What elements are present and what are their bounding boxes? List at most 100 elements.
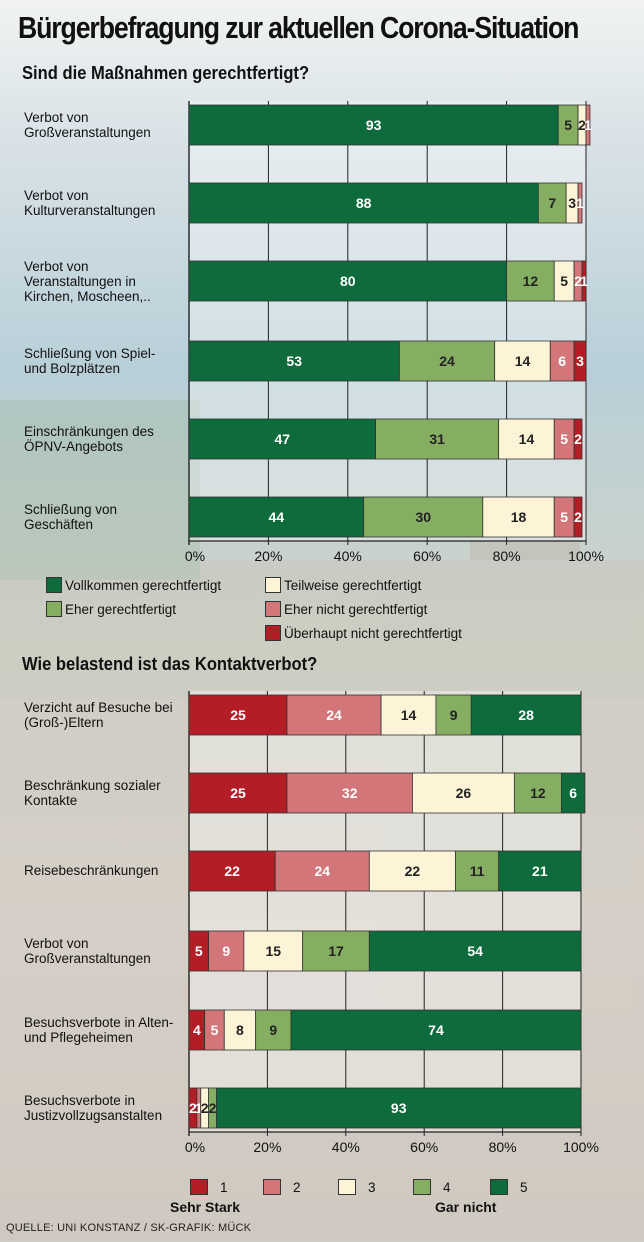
legend-item: Teilweise gerechtfertigt [265, 577, 421, 593]
category-label: Besuchsverbote in Alten- und Pflegeheime… [24, 1015, 174, 1045]
legend-label: 3 [368, 1180, 376, 1195]
category-label: Verbot von Großveranstaltungen [24, 110, 151, 140]
data-label: 12 [523, 273, 539, 289]
category-label: Verbot von Kulturveranstaltungen [24, 188, 156, 218]
data-label: 1 [576, 195, 584, 211]
bar-segment [513, 772, 562, 814]
data-label: 14 [515, 353, 531, 369]
data-label: 53 [286, 353, 302, 369]
legend-item: Vollkommen gerechtfertigt [46, 577, 221, 593]
chart-1-title: Sind die Maßnahmen gerechtfertigt? [22, 63, 310, 83]
data-label: 2 [574, 273, 582, 289]
data-label: 11 [470, 863, 485, 879]
bar-segment [216, 1087, 582, 1129]
data-label: 93 [366, 117, 382, 133]
bar-segment [494, 340, 551, 382]
bar-segment [498, 850, 582, 892]
legend-label: Eher nicht gerechtfertigt [284, 602, 428, 617]
bar-segment [368, 930, 582, 972]
data-label: 74 [428, 1022, 444, 1038]
legend-label: Eher gerechtfertigt [65, 602, 177, 617]
data-label: 25 [230, 785, 246, 801]
legend-swatch [490, 1179, 508, 1195]
data-label: 24 [314, 863, 330, 879]
legend-swatch [263, 1179, 281, 1195]
data-label: 17 [328, 943, 344, 959]
category-label: Reisebeschränkungen [24, 863, 159, 878]
x-tick-label: 100% [568, 548, 604, 564]
bar-segment [188, 496, 365, 538]
chart-2-title: Wie belastend ist das Kontaktverbot? [22, 654, 318, 674]
data-label: 2 [574, 509, 582, 525]
data-label: 22 [405, 863, 421, 879]
legend-swatch [413, 1179, 431, 1195]
data-label: 44 [269, 509, 285, 525]
bar-segment [188, 182, 539, 224]
data-label: 5 [560, 509, 568, 525]
category-label: Verbot von Großveranstaltungen [24, 936, 151, 966]
data-label: 31 [429, 431, 445, 447]
data-label: 4 [193, 1022, 201, 1038]
data-label: 32 [342, 785, 358, 801]
data-label: 7 [548, 195, 556, 211]
legend-swatch [265, 625, 281, 641]
bar-segment [188, 772, 288, 814]
legend-swatch [265, 601, 281, 617]
bar-segment [188, 260, 508, 302]
legend-item: Überhaupt nicht gerechtfertigt [265, 625, 462, 641]
data-label: 26 [456, 785, 472, 801]
bar-segment [243, 930, 304, 972]
data-label: 2 [201, 1100, 209, 1116]
bar-segment [470, 694, 582, 736]
data-label: 88 [356, 195, 372, 211]
x-tick-label: 20% [253, 1139, 281, 1155]
bar-segment [363, 496, 484, 538]
x-tick-label: 80% [493, 548, 521, 564]
category-label: Beschränkung sozialer Kontakte [24, 778, 161, 808]
data-label: 24 [439, 353, 455, 369]
bar-segment [286, 694, 382, 736]
legend-swatch [265, 577, 281, 593]
legend-label: Vollkommen gerechtfertigt [65, 578, 222, 593]
category-label: Schließung von Geschäften [24, 502, 118, 532]
legend-swatch [338, 1179, 356, 1195]
data-label: 28 [518, 707, 534, 723]
chart-massnahmen: 0% 20% 40% 60% 80% 100% 93 5 2 1 88 7 3 1 80 12 5 2 1 53 24 1… [24, 101, 604, 641]
data-label: 24 [326, 707, 342, 723]
category-label: Verzicht auf Besuche bei (Groß-)Eltern [24, 700, 173, 730]
bar-segment [585, 104, 591, 146]
x-tick-label: 80% [489, 1139, 517, 1155]
bar-segment [274, 850, 370, 892]
data-label: 9 [222, 943, 230, 959]
legend-item: 2 [263, 1179, 301, 1195]
bar-segment [302, 930, 370, 972]
plot-area [189, 691, 581, 1132]
bar-segment [223, 1009, 257, 1051]
data-label: 14 [401, 707, 417, 723]
x-tick-label: 40% [332, 1139, 360, 1155]
plot-area [189, 101, 586, 541]
bar-segment [188, 418, 376, 460]
data-label: 14 [519, 431, 535, 447]
data-label: 54 [467, 943, 483, 959]
bar-segment [561, 772, 586, 814]
legend-label: 4 [443, 1180, 451, 1195]
data-label: 47 [275, 431, 291, 447]
legend-item: Eher gerechtfertigt [46, 601, 176, 617]
x-tick-label: 60% [413, 548, 441, 564]
bar-segment [573, 418, 583, 460]
bar-segment [375, 418, 500, 460]
legend-label: 5 [520, 1180, 528, 1195]
bar-segment [255, 1009, 292, 1051]
bar-segment [412, 772, 515, 814]
data-label: 12 [530, 785, 546, 801]
x-tick-label: 20% [254, 548, 282, 564]
legend-item: 3 [338, 1179, 376, 1195]
legend-swatch [46, 577, 62, 593]
x-tick-label: 100% [563, 1139, 599, 1155]
x-tick-label: 60% [410, 1139, 438, 1155]
bar-segment [482, 496, 555, 538]
